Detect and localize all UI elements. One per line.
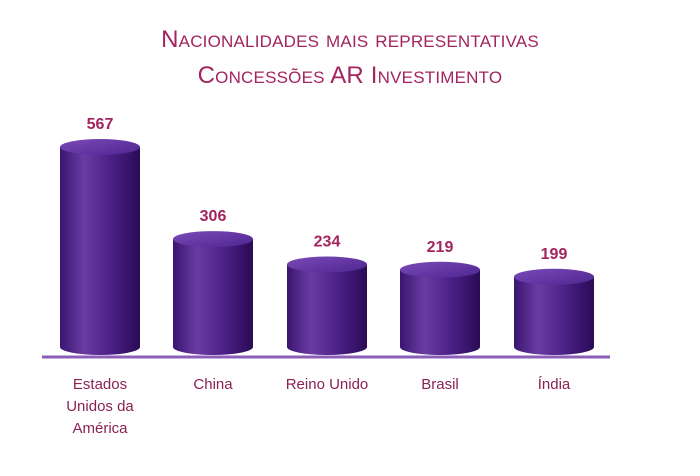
bar-body-3 [400, 269, 480, 355]
bars-layer [60, 139, 594, 355]
bar-top-4 [514, 268, 594, 285]
bar-top-0 [60, 139, 140, 155]
bar-body-1 [173, 239, 253, 355]
bar-top-3 [400, 261, 480, 278]
chart-title-line-1: Nacionalidades mais representativas [161, 26, 539, 53]
chart-title: Nacionalidades mais representativas Conc… [0, 22, 700, 94]
bar-4 [514, 268, 594, 355]
category-label-3: Brasil [421, 376, 459, 393]
bar-body-0 [60, 147, 140, 355]
bar-2 [287, 256, 367, 355]
value-label-3: 219 [427, 239, 454, 256]
value-label-0: 567 [87, 116, 114, 133]
value-label-2: 234 [314, 233, 341, 250]
bar-3 [400, 261, 480, 355]
labels-layer: 567 Estados Unidos da América 306 China 234 Rei… [66, 116, 571, 437]
bar-body-4 [514, 276, 594, 355]
category-label-4: Índia [538, 376, 571, 393]
value-label-4: 199 [541, 246, 568, 263]
value-label-1: 306 [200, 208, 227, 225]
bar-body-2 [287, 264, 367, 355]
bar-0 [60, 139, 140, 355]
bar-top-2 [287, 256, 367, 273]
category-label-0: Estados Unidos da América [66, 376, 134, 437]
category-label-1: China [193, 376, 233, 393]
bar-top-1 [173, 231, 253, 248]
chart-title-line-2: Concessões AR Investimento [197, 62, 503, 89]
category-label-2: Reino Unido [286, 376, 369, 393]
bar-1 [173, 231, 253, 355]
